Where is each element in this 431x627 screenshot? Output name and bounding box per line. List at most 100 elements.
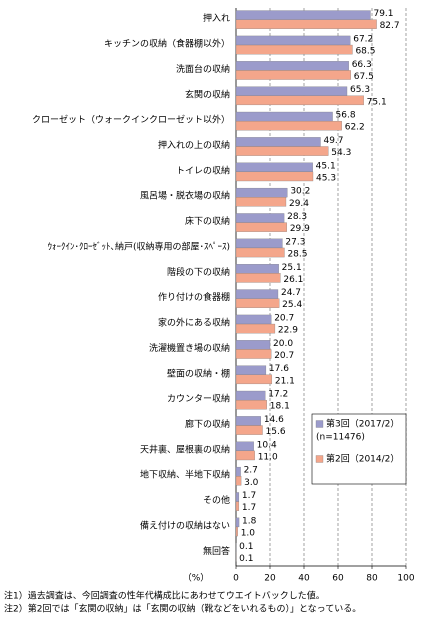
x-tick-label: 100: [397, 574, 414, 584]
value-label: 15.6: [266, 427, 286, 437]
bar: [235, 374, 273, 385]
y-tick-label: ｳｫｰｸｲﾝ･ｸﾛｰｾﾞｯﾄ､納戸(収納専用の部屋･ｽﾍﾟｰｽ): [47, 240, 230, 252]
value-label: 45.3: [316, 173, 336, 183]
bar: [235, 289, 279, 299]
y-tick-label: 洗濯機置き場の収納: [149, 342, 230, 354]
bar: [235, 35, 351, 46]
footnote: 注1）過去調査は、今回調査の性年代構成比にあわせてウエイトバックした値。: [4, 590, 325, 602]
bar: [235, 323, 276, 334]
bar: [235, 476, 242, 486]
legend-box: [311, 413, 407, 485]
value-label: 20.7: [274, 351, 294, 361]
value-label: 26.1: [283, 275, 303, 285]
legend: 第3回（2017/2） (n=11476) 第2回（2014/2）: [311, 413, 407, 485]
value-label: 10.4: [257, 440, 277, 450]
y-tick-label: 家の外にある収納: [158, 317, 230, 329]
y-tick-label: 洗面台の収納: [176, 63, 230, 75]
bar: [235, 120, 342, 131]
value-label: 17.6: [269, 364, 289, 374]
bar: [235, 213, 285, 223]
legend-swatch: [315, 455, 324, 463]
bar: [235, 95, 364, 106]
value-label: 1.7: [242, 503, 256, 513]
bar: [235, 264, 279, 274]
bar: [235, 187, 288, 198]
bar: [235, 399, 267, 410]
value-label: 1.8: [242, 516, 257, 526]
value-label: 17.2: [268, 390, 288, 400]
value-label: 20.7: [274, 313, 294, 323]
bar: [235, 450, 255, 461]
value-label: 27.3: [285, 237, 305, 247]
x-tick-label: 0: [233, 574, 239, 584]
value-label: 66.3: [352, 60, 372, 70]
y-tick-label: 床下の収納: [185, 215, 230, 227]
y-tick-label: カウンター収納: [167, 393, 230, 405]
value-label: 54.3: [331, 148, 351, 158]
y-tick-label: 階段の下の収納: [167, 266, 230, 278]
value-label: 3.0: [244, 478, 259, 488]
footnote: 注2）第2回では「玄関の収納」は「玄関の収納（靴などをいれるもの）」となっている…: [4, 603, 361, 615]
value-label: 28.5: [287, 250, 307, 260]
value-label: 45.1: [316, 161, 336, 171]
bar: [235, 349, 272, 359]
legend-note: (n=11476): [316, 433, 365, 443]
value-label: 11.0: [258, 452, 278, 462]
bar: [235, 137, 321, 147]
value-label: 49.7: [323, 136, 343, 146]
bar: [235, 86, 348, 96]
y-tick-label: クローゼット（ウォークインクローゼット以外）: [32, 114, 230, 126]
value-label: 25.1: [282, 263, 302, 273]
y-tick-label: 作り付けの食器棚: [158, 291, 230, 303]
value-label: 0.1: [239, 542, 253, 552]
bar: [235, 61, 349, 71]
legend-swatch: [315, 420, 324, 428]
value-label: 28.3: [287, 212, 307, 222]
bar: [235, 197, 287, 207]
value-label: 22.9: [278, 326, 298, 336]
y-tick-label: キッチンの収納（食器棚以外）: [104, 38, 230, 50]
y-tick-label: 天井裏、屋根裏の収納: [140, 443, 230, 455]
bar: [235, 171, 314, 182]
value-label: 21.1: [275, 376, 295, 386]
bar: [235, 10, 371, 20]
bar: [235, 111, 333, 122]
bar: [235, 340, 271, 350]
value-label: 67.2: [353, 34, 373, 44]
value-label: 75.1: [367, 97, 387, 107]
y-tick-label: 備え付けの収納はない: [140, 519, 230, 531]
value-label: 25.4: [282, 300, 302, 310]
x-tick-label: 20: [264, 574, 276, 584]
value-label: 2.7: [244, 466, 258, 476]
y-tick-label: 壁面の収納・棚: [167, 367, 230, 379]
value-label: 67.5: [354, 72, 374, 82]
value-label: 82.7: [380, 21, 400, 31]
value-label: 20.0: [273, 339, 293, 349]
bar: [235, 70, 351, 80]
value-label: 24.7: [281, 288, 301, 298]
bar: [235, 44, 353, 55]
bar: [235, 492, 240, 502]
bar: [235, 238, 283, 249]
y-tick-label: 地下収納、半地下収納: [140, 469, 230, 481]
x-axis-label: （%）: [183, 573, 210, 584]
value-label: 1.7: [242, 491, 256, 501]
y-tick-label: トイレの収納: [176, 164, 230, 176]
value-label: 30.2: [290, 187, 310, 197]
value-label: 0.1: [239, 554, 253, 564]
bar: [235, 19, 377, 29]
value-label: 14.6: [264, 415, 284, 425]
bar: [235, 247, 285, 258]
legend-label: 第3回（2017/2）: [326, 418, 399, 430]
bar: [235, 526, 238, 537]
value-label: 62.2: [345, 123, 365, 133]
bar: [235, 298, 280, 308]
bar: [235, 273, 281, 283]
y-tick-label: 風呂場・脱衣場の収納: [140, 190, 230, 202]
y-tick-label: 玄関の収納: [185, 88, 230, 100]
bar: [235, 425, 263, 435]
bar: [235, 441, 254, 452]
bar: [235, 501, 240, 511]
bar: [235, 390, 266, 401]
